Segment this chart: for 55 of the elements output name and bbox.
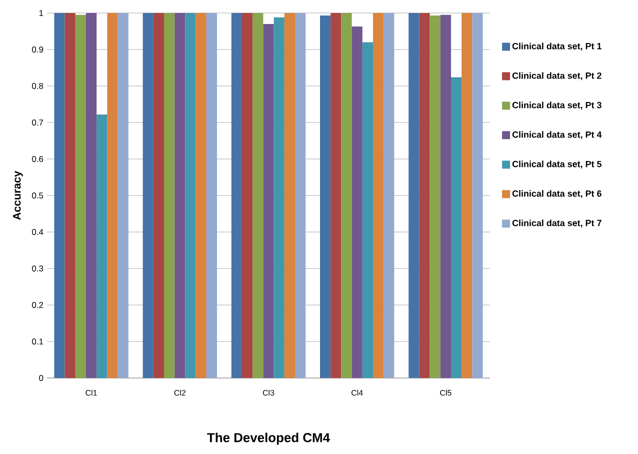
bar — [341, 12, 352, 378]
bar — [451, 77, 462, 378]
y-tick-label: 0.8 — [32, 83, 44, 89]
bar — [86, 12, 97, 378]
bar — [107, 12, 118, 378]
bar — [196, 12, 206, 378]
bar — [75, 14, 86, 378]
bar — [419, 12, 430, 378]
legend-label: Clinical data set, Pt 1 — [512, 42, 602, 51]
bar — [352, 26, 362, 378]
bar — [462, 12, 472, 378]
y-tick-label: 0.2 — [32, 302, 44, 308]
legend-label: Clinical data set, Pt 6 — [512, 190, 602, 198]
bar — [274, 17, 284, 378]
bar — [64, 12, 76, 378]
bar — [185, 12, 196, 378]
bar — [472, 12, 483, 378]
y-tick-label: 0.4 — [32, 229, 44, 235]
bar — [54, 12, 65, 378]
x-axis-title: The Developed CM4 — [207, 432, 330, 445]
y-tick-label: 0.7 — [32, 120, 44, 126]
bar — [118, 12, 128, 378]
bar — [231, 12, 242, 378]
bar — [284, 12, 295, 378]
bar — [242, 12, 253, 378]
y-tick-label: 0.9 — [32, 46, 44, 52]
bar — [263, 24, 274, 378]
bar — [320, 16, 331, 378]
legend-label: Clinical data set, Pt 5 — [512, 160, 602, 169]
bar — [430, 16, 440, 378]
bar — [96, 114, 108, 378]
bar — [295, 12, 306, 378]
bar — [174, 12, 186, 378]
y-tick-label: 0.5 — [32, 192, 44, 198]
legend-label: Clinical data set, Pt 2 — [512, 72, 602, 80]
y-axis-title: Accuracy — [13, 170, 23, 220]
bar — [384, 12, 394, 378]
bar — [373, 12, 384, 378]
bar — [330, 12, 342, 378]
legend-label: Clinical data set, Pt 3 — [512, 102, 602, 110]
bar — [440, 14, 451, 378]
bar — [142, 12, 154, 378]
bar — [164, 12, 175, 378]
bar — [252, 12, 264, 378]
y-tick-label: 0 — [39, 375, 44, 381]
legend-label: Clinical data set, Pt 4 — [512, 131, 602, 140]
bar — [362, 42, 373, 378]
bar — [206, 12, 217, 378]
legend-label: Clinical data set, Pt 7 — [512, 220, 602, 228]
bar — [408, 12, 420, 378]
y-tick-label: 1 — [39, 10, 44, 16]
y-tick-label: 0.6 — [32, 156, 44, 162]
bar — [153, 12, 164, 378]
y-tick-label: 0.1 — [32, 338, 44, 344]
y-tick-label: 0.3 — [32, 266, 44, 272]
